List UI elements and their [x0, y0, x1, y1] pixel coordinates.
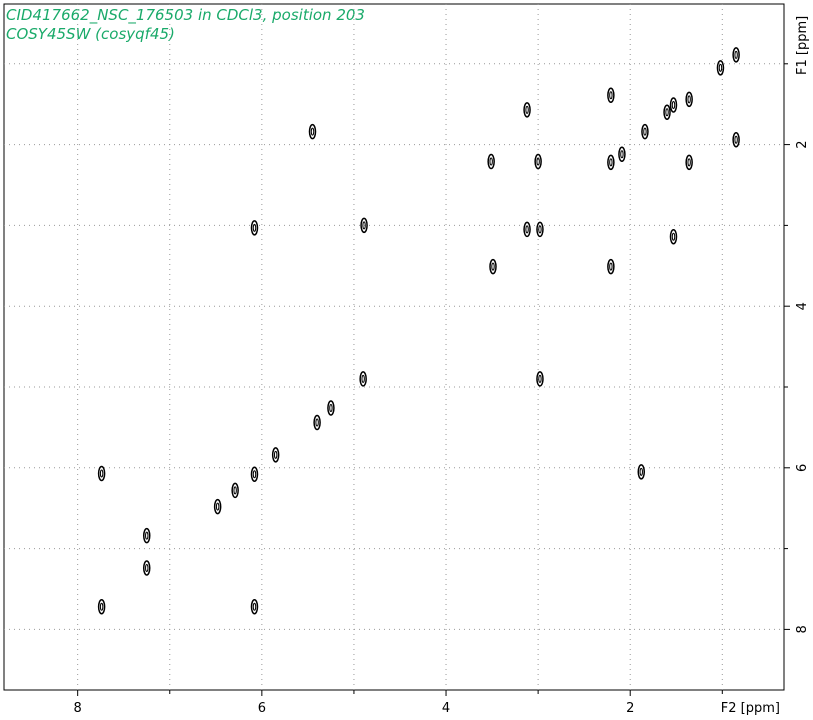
- cross-peak-core: [252, 602, 257, 611]
- cross-peak-core: [538, 225, 542, 234]
- y-tick-label: 8: [795, 625, 810, 633]
- cross-peak: [732, 131, 740, 148]
- cross-peak: [250, 599, 259, 615]
- cross-peak: [213, 498, 222, 515]
- x-tick-label: 8: [74, 701, 82, 716]
- cross-peak-core: [718, 63, 723, 72]
- cross-peak: [534, 153, 542, 170]
- cross-peak-core: [273, 450, 278, 459]
- cross-peak-core: [609, 158, 613, 167]
- y-tick-label: 4: [795, 302, 810, 310]
- cross-peak-core: [361, 374, 365, 383]
- y-tick-label: 2: [795, 140, 810, 148]
- plot-frame: [3, 3, 785, 691]
- cross-peak: [641, 123, 649, 140]
- cross-peak-core: [620, 150, 624, 159]
- cross-peak: [271, 447, 280, 463]
- cross-peak: [313, 414, 321, 431]
- cross-peak: [716, 60, 725, 76]
- cross-peak: [607, 87, 615, 104]
- cross-peak: [360, 217, 368, 234]
- cross-peak: [732, 47, 740, 63]
- cross-peak: [663, 104, 671, 121]
- cross-peak: [250, 466, 259, 483]
- cross-peak: [327, 400, 335, 416]
- x-tick-label: 4: [442, 701, 450, 716]
- cross-peak: [489, 258, 497, 275]
- cross-peak-core: [233, 486, 237, 495]
- cross-peak: [607, 258, 615, 275]
- cross-peak-core: [145, 563, 149, 572]
- cross-peak: [637, 464, 646, 480]
- cross-peak-core: [215, 502, 220, 511]
- cross-peak: [669, 97, 678, 113]
- cross-peak-core: [252, 470, 257, 479]
- x-tick-label: 6: [258, 701, 266, 716]
- cross-peak-core: [538, 374, 542, 383]
- cross-peak-core: [525, 225, 529, 234]
- x-tick-label: 2: [626, 701, 634, 716]
- cross-peak: [536, 221, 544, 238]
- cross-peak-core: [609, 91, 613, 100]
- cross-peak-core: [362, 221, 366, 230]
- cross-peak-core: [145, 531, 149, 540]
- cross-peak: [487, 153, 495, 170]
- cross-peak: [231, 482, 239, 499]
- cross-peak-core: [643, 127, 647, 136]
- cross-peak: [359, 371, 367, 387]
- cross-peak-core: [639, 467, 643, 476]
- cross-peak: [142, 560, 151, 576]
- cross-peak: [142, 527, 151, 544]
- cross-peak-core: [734, 135, 738, 144]
- cross-peak-core: [491, 262, 495, 271]
- cross-peak: [618, 146, 626, 163]
- cross-peak: [607, 154, 615, 171]
- cross-peak: [97, 465, 106, 482]
- cross-peak: [308, 123, 317, 140]
- x-axis-label: F2 [ppm]: [721, 701, 780, 716]
- cross-peak: [97, 599, 106, 615]
- cross-peak-core: [665, 108, 669, 117]
- cross-peak: [523, 221, 531, 238]
- chart-title: CID417662_NSC_176503 in CDCl3, position …: [6, 6, 365, 25]
- cross-peak: [685, 91, 693, 108]
- cross-peak-core: [609, 262, 613, 271]
- cross-peak-core: [671, 232, 676, 241]
- cross-peak-core: [687, 95, 691, 104]
- cross-peak-core: [99, 602, 104, 611]
- cross-peak-core: [525, 105, 529, 114]
- cross-peak: [669, 228, 678, 245]
- cross-peak-core: [310, 127, 315, 136]
- chart-subtitle: COSY45SW (cosyqf45): [6, 25, 175, 43]
- cross-peak: [685, 154, 693, 171]
- cross-peak-core: [99, 469, 104, 478]
- cross-peak-core: [671, 101, 676, 110]
- cross-peak-core: [687, 158, 691, 167]
- cross-peak-core: [734, 50, 738, 59]
- cross-peak: [523, 102, 531, 118]
- cross-peak: [536, 371, 544, 387]
- cross-peak-core: [329, 404, 333, 413]
- cross-peak: [250, 220, 259, 236]
- cross-peak-core: [315, 418, 319, 427]
- y-axis-label: F1 [ppm]: [795, 16, 810, 75]
- cross-peak-core: [252, 223, 257, 232]
- cross-peak-core: [536, 157, 540, 166]
- y-tick-label: 6: [795, 464, 810, 472]
- cross-peak-core: [489, 157, 493, 166]
